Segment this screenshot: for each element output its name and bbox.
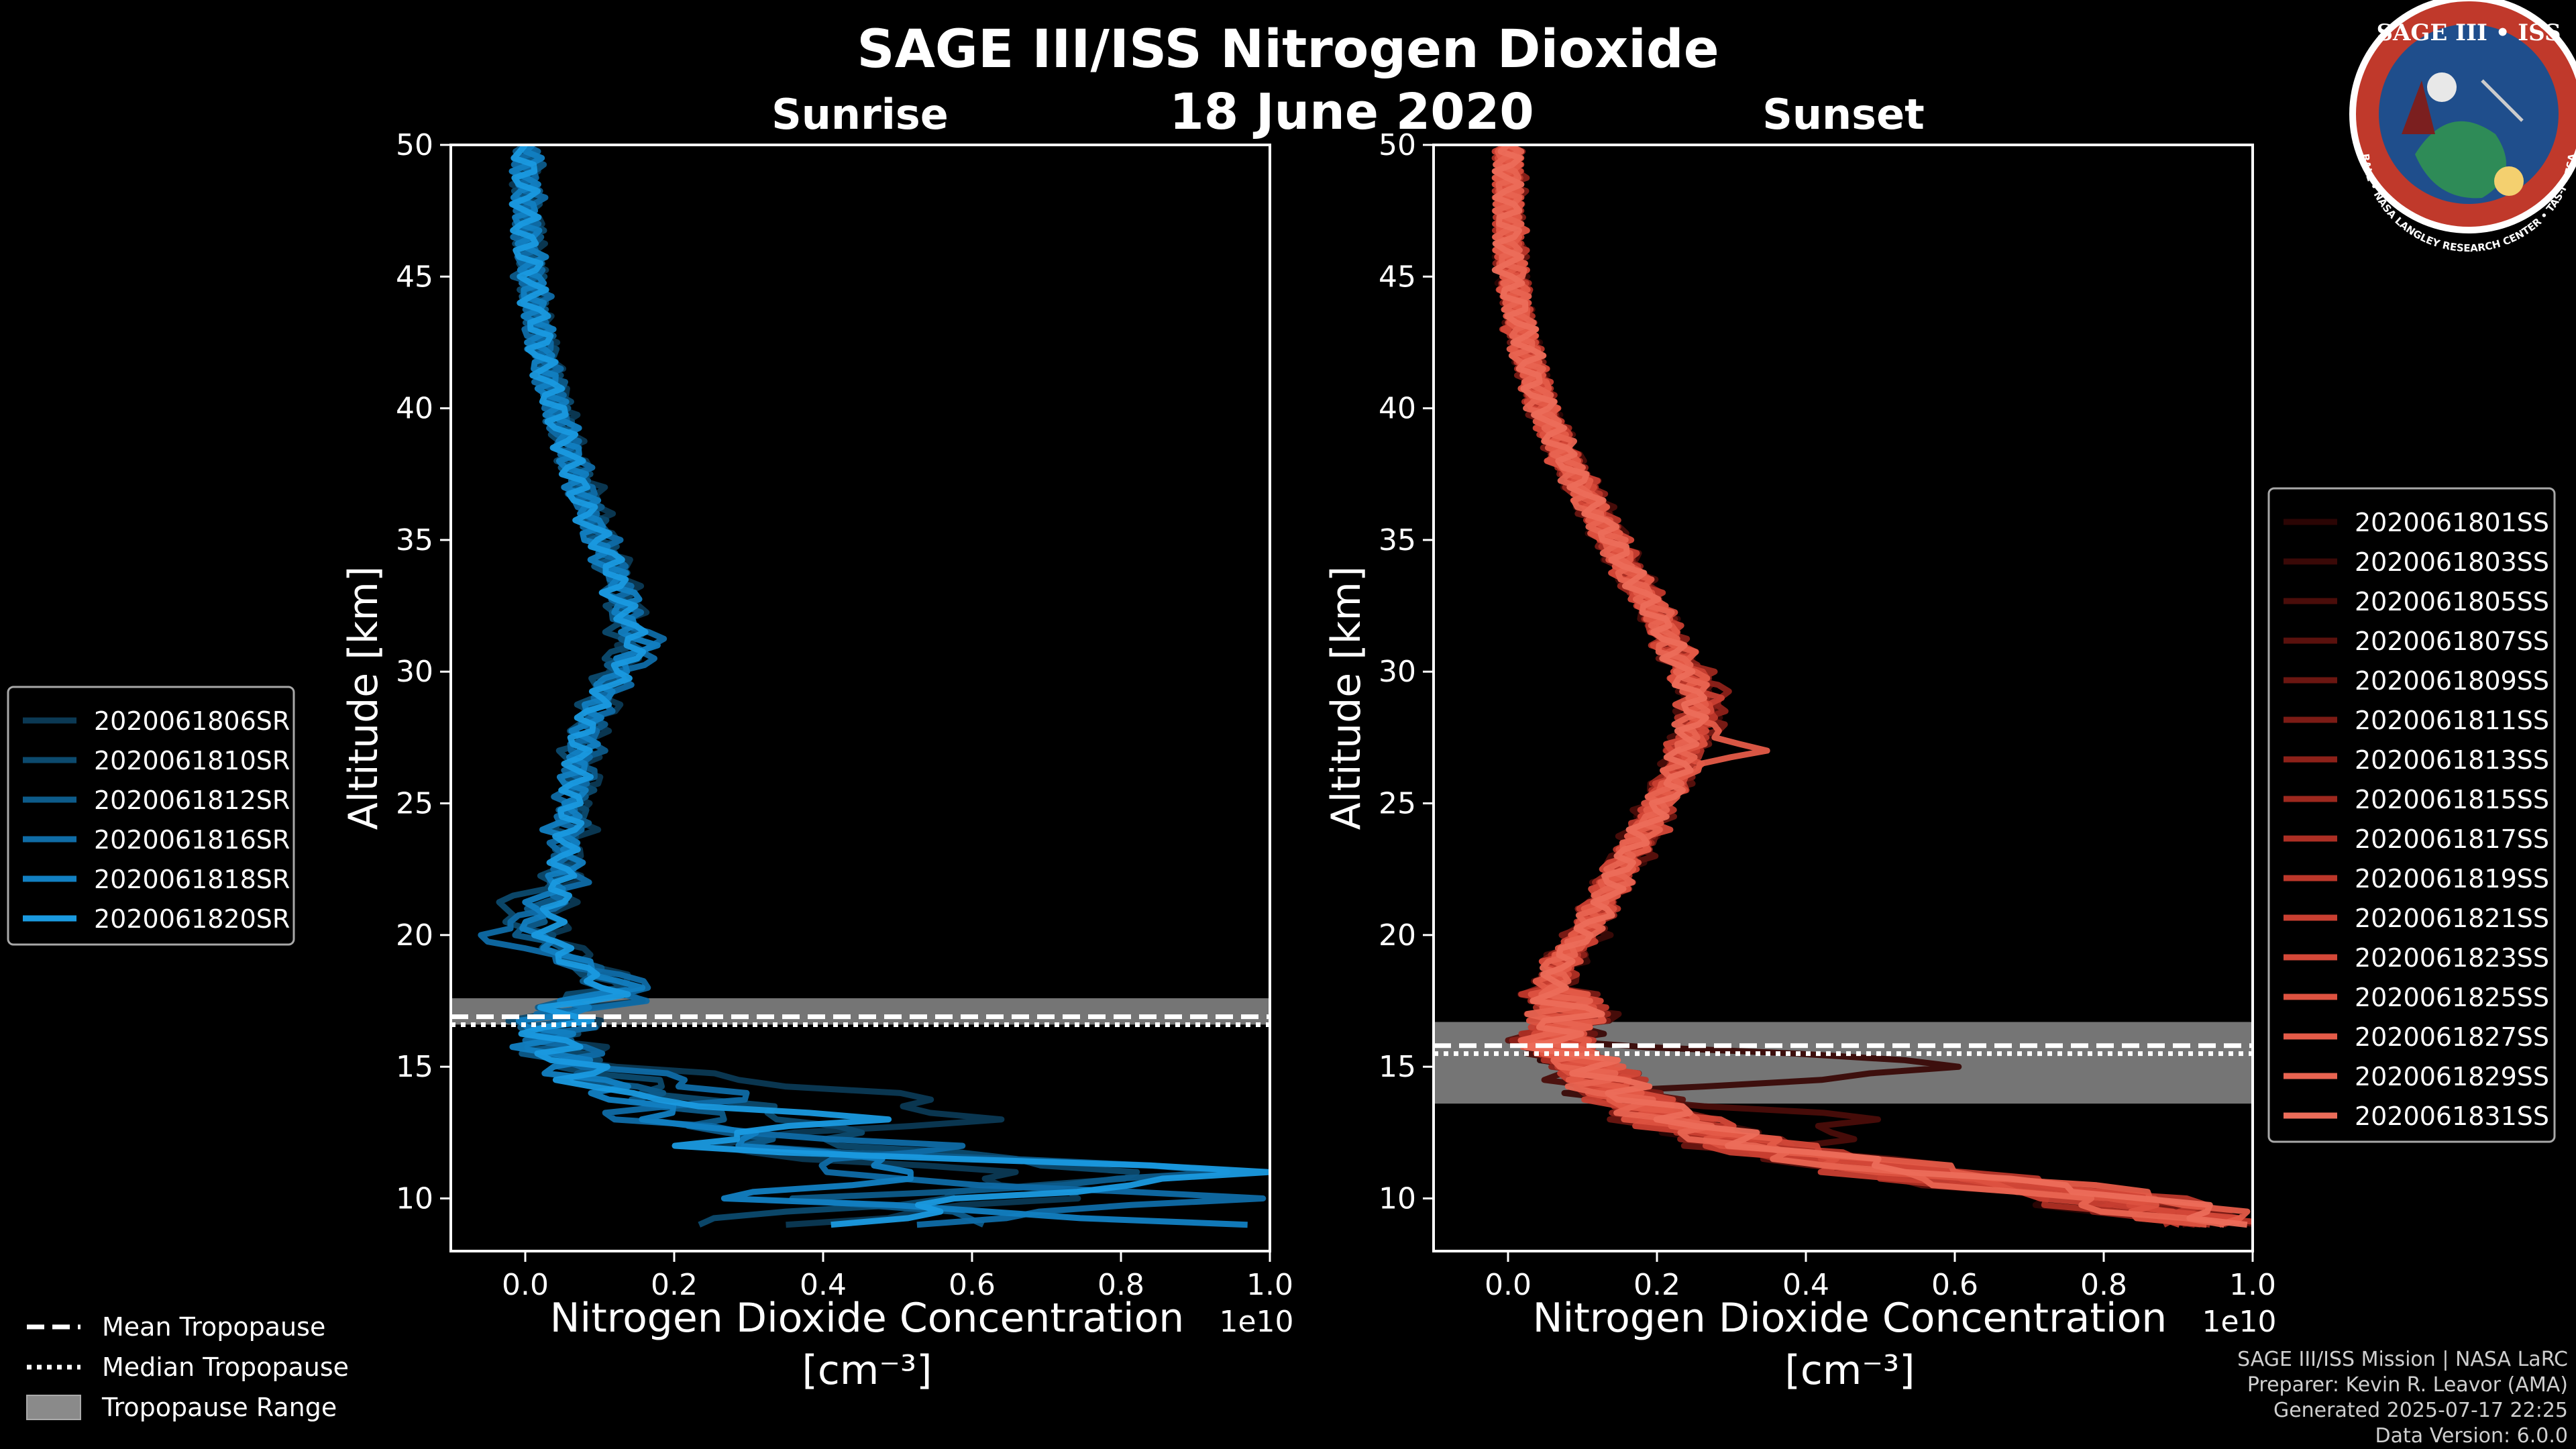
credit-data-version: Data Version: 6.0.0 xyxy=(2375,1424,2568,1448)
logo-moon xyxy=(2427,72,2457,102)
sunrise-ytick-label-45: 45 xyxy=(396,260,433,294)
sunrise-legend-label-2020061818SR: 2020061818SR xyxy=(94,865,290,894)
sunset-xlabel: Nitrogen Dioxide Concentration xyxy=(1533,1295,2167,1342)
tropopause-range-label: Tropopause Range xyxy=(101,1393,337,1422)
credit-mission: SAGE III/ISS Mission | NASA LaRC xyxy=(2237,1348,2568,1371)
sunset-xtick-label-1.0: 1.0 xyxy=(2229,1268,2276,1302)
tropopause-range-swatch xyxy=(26,1395,81,1420)
sunset-xtick-label-0.6: 0.6 xyxy=(1931,1268,1978,1302)
sunset-panel-title: Sunset xyxy=(1762,90,1925,139)
sunset-xtick-label-0.0: 0.0 xyxy=(1485,1268,1532,1302)
sunrise-ytick-label-10: 10 xyxy=(396,1181,433,1216)
logo-station xyxy=(2481,79,2524,122)
figure-date: 18 June 2020 xyxy=(1169,83,1534,141)
sunrise-xtick-label-0.4: 0.4 xyxy=(800,1268,847,1302)
sunrise-ytick-label-35: 35 xyxy=(396,523,433,557)
sunrise-ytick-label-20: 20 xyxy=(396,918,433,953)
logo-land xyxy=(2415,121,2506,199)
sunset-legend-label-2020061815SS: 2020061815SS xyxy=(2355,785,2549,814)
sunrise-panel-title: Sunrise xyxy=(771,90,949,139)
sunrise-xlabel: Nitrogen Dioxide Concentration xyxy=(550,1295,1185,1342)
sunset-legend-label-2020061803SS: 2020061803SS xyxy=(2355,547,2549,577)
sunrise-xtick-label-0.8: 0.8 xyxy=(1097,1268,1144,1302)
sunrise-xtick-label-0.0: 0.0 xyxy=(502,1268,549,1302)
sunset-legend-label-2020061811SS: 2020061811SS xyxy=(2355,706,2549,735)
sunrise-legend-label-2020061816SR: 2020061816SR xyxy=(94,825,290,855)
sunset-legend: 2020061801SS 2020061803SS 2020061805SS 2020… xyxy=(2267,487,2556,1143)
logo-sun xyxy=(2494,166,2524,196)
sunrise-legend-label-2020061810SR: 2020061810SR xyxy=(94,746,290,775)
sunrise-legend: 2020061806SR 2020061810SR 2020061812SR 2020… xyxy=(7,686,295,946)
sunset-series-2020061827SS xyxy=(1491,145,2251,1228)
sunrise-ytick-label-50: 50 xyxy=(396,128,433,162)
sunset-ytick-label-40: 40 xyxy=(1379,392,1416,426)
sunset-legend-frame xyxy=(2267,487,2556,1143)
sunset-ytick-label-50: 50 xyxy=(1379,128,1416,162)
sunrise-ytick-label-15: 15 xyxy=(396,1050,433,1084)
sunset-ytick-label-20: 20 xyxy=(1379,918,1416,953)
sunset-ytick-label-10: 10 xyxy=(1379,1181,1416,1216)
sunset-legend-label-2020061829SS: 2020061829SS xyxy=(2355,1062,2549,1091)
credit-preparer: Preparer: Kevin R. Leavor (AMA) xyxy=(2247,1373,2568,1397)
sunset-profiles xyxy=(1491,145,2253,1228)
sunrise-xtick-label-0.2: 0.2 xyxy=(651,1268,698,1302)
sunset-x-scale-label: 1e10 xyxy=(2202,1305,2276,1339)
sunset-xtick-label-0.2: 0.2 xyxy=(1633,1268,1680,1302)
sunrise-profiles xyxy=(478,145,1270,1228)
sunset-ytick-label-30: 30 xyxy=(1379,655,1416,689)
sunrise-series-2020061818SR xyxy=(508,145,1248,1228)
sunset-xlabel-unit: [cm⁻³] xyxy=(1785,1347,1915,1394)
logo-figure xyxy=(2402,80,2435,134)
sunset-ytick-label-45: 45 xyxy=(1379,260,1416,294)
sunrise-ytick-label-25: 25 xyxy=(396,787,433,821)
sunrise-panel: 0.0 0.2 0.4 0.6 0.8 1.0 10 15 20 25 30 35 40 45 50 1e10… xyxy=(340,128,1294,1394)
sunset-panel: 0.0 0.2 0.4 0.6 0.8 1.0 10 15 20 25 30 35 40 45 50 1e10… xyxy=(1323,128,2277,1394)
sunrise-legend-label-2020061812SR: 2020061812SR xyxy=(94,786,290,815)
sunrise-legend-label-2020061820SR: 2020061820SR xyxy=(94,904,290,934)
sunrise-ytick-label-30: 30 xyxy=(396,655,433,689)
sunrise-legend-frame xyxy=(7,686,295,946)
sunset-ytick-label-35: 35 xyxy=(1379,523,1416,557)
sunrise-xtick-label-1.0: 1.0 xyxy=(1246,1268,1293,1302)
sunrise-legend-label-2020061806SR: 2020061806SR xyxy=(94,706,290,736)
sunrise-xtick-label-0.6: 0.6 xyxy=(949,1268,996,1302)
sunrise-axes-frame xyxy=(449,144,1271,1252)
sunset-ylabel: Altitude [km] xyxy=(1323,566,1370,830)
tropopause-legend: Mean Tropopause Median Tropopause Tropop… xyxy=(26,1312,349,1422)
sunset-legend-label-2020061831SS: 2020061831SS xyxy=(2355,1102,2549,1131)
sage-logo: SAGE III • ISS BALL • NASA LANGLEY RESEA… xyxy=(2349,0,2576,254)
sunset-legend-label-2020061817SS: 2020061817SS xyxy=(2355,824,2549,854)
sunset-legend-label-2020061813SS: 2020061813SS xyxy=(2355,745,2549,775)
sunset-legend-label-2020061827SS: 2020061827SS xyxy=(2355,1022,2549,1052)
sunset-legend-label-2020061825SS: 2020061825SS xyxy=(2355,983,2549,1012)
sunrise-ytick-label-40: 40 xyxy=(396,392,433,426)
sunset-legend-label-2020061805SS: 2020061805SS xyxy=(2355,587,2549,616)
sunrise-ylabel: Altitude [km] xyxy=(340,566,387,830)
sunrise-series-2020061820SR xyxy=(508,145,1270,1228)
median-tropopause-label: Median Tropopause xyxy=(102,1352,349,1382)
sunset-legend-label-2020061821SS: 2020061821SS xyxy=(2355,904,2549,933)
sunset-legend-label-2020061807SS: 2020061807SS xyxy=(2355,627,2549,656)
sunset-xtick-label-0.4: 0.4 xyxy=(1782,1268,1829,1302)
sunset-legend-label-2020061819SS: 2020061819SS xyxy=(2355,864,2549,894)
sunset-legend-label-2020061809SS: 2020061809SS xyxy=(2355,666,2549,696)
sunset-legend-label-2020061801SS: 2020061801SS xyxy=(2355,508,2549,537)
sunset-legend-label-2020061823SS: 2020061823SS xyxy=(2355,943,2549,973)
sunrise-xlabel-unit: [cm⁻³] xyxy=(802,1347,932,1394)
sunrise-x-scale-label: 1e10 xyxy=(1219,1305,1293,1339)
credits: SAGE III/ISS Mission | NASA LaRC Prepare… xyxy=(2237,1348,2568,1448)
mean-tropopause-label: Mean Tropopause xyxy=(102,1312,325,1342)
sunset-ytick-label-15: 15 xyxy=(1379,1050,1416,1084)
figure-title: SAGE III/ISS Nitrogen Dioxide xyxy=(857,19,1719,80)
sunset-ytick-label-25: 25 xyxy=(1379,787,1416,821)
sunset-axes-frame xyxy=(1432,144,2254,1252)
sunset-xtick-label-0.8: 0.8 xyxy=(2080,1268,2127,1302)
logo-text: SAGE III • ISS xyxy=(2376,19,2561,46)
credit-generated: Generated 2025-07-17 22:25 xyxy=(2273,1399,2568,1422)
